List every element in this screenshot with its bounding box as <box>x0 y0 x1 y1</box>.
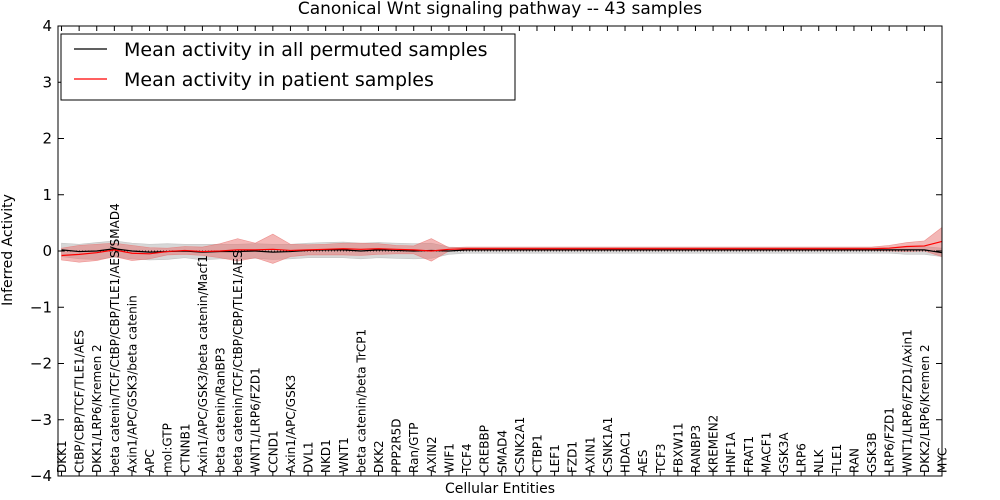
y-tick-label: −2 <box>30 355 52 373</box>
x-tick-label: DKK1 <box>55 440 69 473</box>
x-tick-label: AXIN1 <box>583 436 597 473</box>
x-tick-label: LRP6 <box>795 443 809 473</box>
x-tick-label: CSNK2A1 <box>513 417 527 473</box>
x-tick-label: beta catenin/RanBP3 <box>214 347 228 473</box>
axes-frame <box>57 25 943 477</box>
legend: Mean activity in all permuted samples Mea… <box>60 33 516 101</box>
x-tick-label: AXIN2 <box>425 436 439 473</box>
x-tick-label: HNF1A <box>724 431 738 473</box>
x-tick-label: FBXW11 <box>671 423 685 474</box>
x-tick-label: WIF1 <box>442 443 456 473</box>
x-tick-label: Ran/GTP <box>407 422 421 473</box>
legend-entry-1: Mean activity in patient samples <box>124 69 434 91</box>
x-tick-label: TLE1 <box>830 444 844 474</box>
x-tick-label: Axin1/APC/GSK3/beta catenin <box>125 295 139 473</box>
x-tick-label: LRP6/FZD1 <box>883 407 897 473</box>
x-tick-label: RAN <box>847 448 861 473</box>
x-tick-label: TCF3 <box>654 443 668 474</box>
x-tick-label: GSK3A <box>777 432 791 473</box>
x-tick-label: NLK <box>812 448 826 473</box>
x-tick-label: DKK2 <box>372 440 386 473</box>
x-tick-label: DKK2/LRP6/Kremen 2 <box>918 344 932 473</box>
y-tick-label: 2 <box>42 130 52 148</box>
y-tick-label: −1 <box>30 298 52 316</box>
legend-entry-0: Mean activity in all permuted samples <box>124 39 487 61</box>
x-tick-label: CREBBP <box>478 425 492 473</box>
x-tick-label: beta catenin/TCF/CtBP/CBP/TLE1/AES <box>231 250 245 473</box>
x-tick-label: CtBP/CBP/TCF/TLE1/AES <box>73 330 87 473</box>
x-tick-label: DVL1 <box>302 441 316 473</box>
x-tick-label: WNT1/LRP6/FZD1/Axin1 <box>900 329 914 473</box>
x-tick-label: KREMEN2 <box>707 415 721 473</box>
x-tick-label: CTBP1 <box>530 434 544 473</box>
x-tick-label: LEF1 <box>548 444 562 473</box>
x-tick-label: APC <box>143 449 157 473</box>
x-tick-label: CTNNB1 <box>178 423 192 473</box>
x-tick-label: PPP2R5D <box>390 418 404 473</box>
x-tick-label: GSK3B <box>865 432 879 473</box>
x-tick-label: Axin1/APC/GSK3 <box>284 375 298 473</box>
chart-title: Canonical Wnt signaling pathway -- 43 sa… <box>298 0 702 19</box>
x-tick-label: TCF4 <box>460 443 474 474</box>
x-tick-label: AES <box>636 450 650 473</box>
x-tick-label: WNT1 <box>337 437 351 473</box>
y-tick-label: 1 <box>42 186 52 204</box>
legend-box <box>60 33 516 101</box>
x-tick-label: Axin1/APC/GSK3/beta catenin/Macf1 <box>196 255 210 473</box>
x-tick-label: HDAC1 <box>619 431 633 473</box>
x-tick-label: FZD1 <box>566 441 580 473</box>
x-tick-label: beta catenin/TCF/CtBP/CBP/TLE1/AES/SMAD4 <box>108 203 122 473</box>
x-tick-label: FRAT1 <box>742 436 756 473</box>
y-tick-label: 3 <box>42 73 52 91</box>
x-tick-label: WNT1/LRP6/FZD1 <box>249 367 263 473</box>
y-tick-label: −3 <box>30 411 52 429</box>
y-tick-label: 4 <box>42 17 52 35</box>
x-tick-label: DKK1/LRP6/Kremen 2 <box>90 344 104 473</box>
y-tick-label: 0 <box>42 242 52 260</box>
x-tick-label: MACF1 <box>759 432 773 473</box>
x-tick-label: CCND1 <box>266 430 280 473</box>
x-tick-label: beta catenin/beta TrCP1 <box>354 329 368 473</box>
x-tick-label: mol:GTP <box>161 423 175 473</box>
y-axis-label: Inferred Activity <box>0 194 16 306</box>
x-tick-label: NKD1 <box>319 439 333 473</box>
x-tick-label: CSNK1A1 <box>601 417 615 473</box>
x-axis-label: Cellular Entities <box>445 481 555 497</box>
y-tick-label: −4 <box>30 467 52 485</box>
x-tick-label: RANBP3 <box>689 425 703 473</box>
x-tick-label: SMAD4 <box>495 430 509 473</box>
